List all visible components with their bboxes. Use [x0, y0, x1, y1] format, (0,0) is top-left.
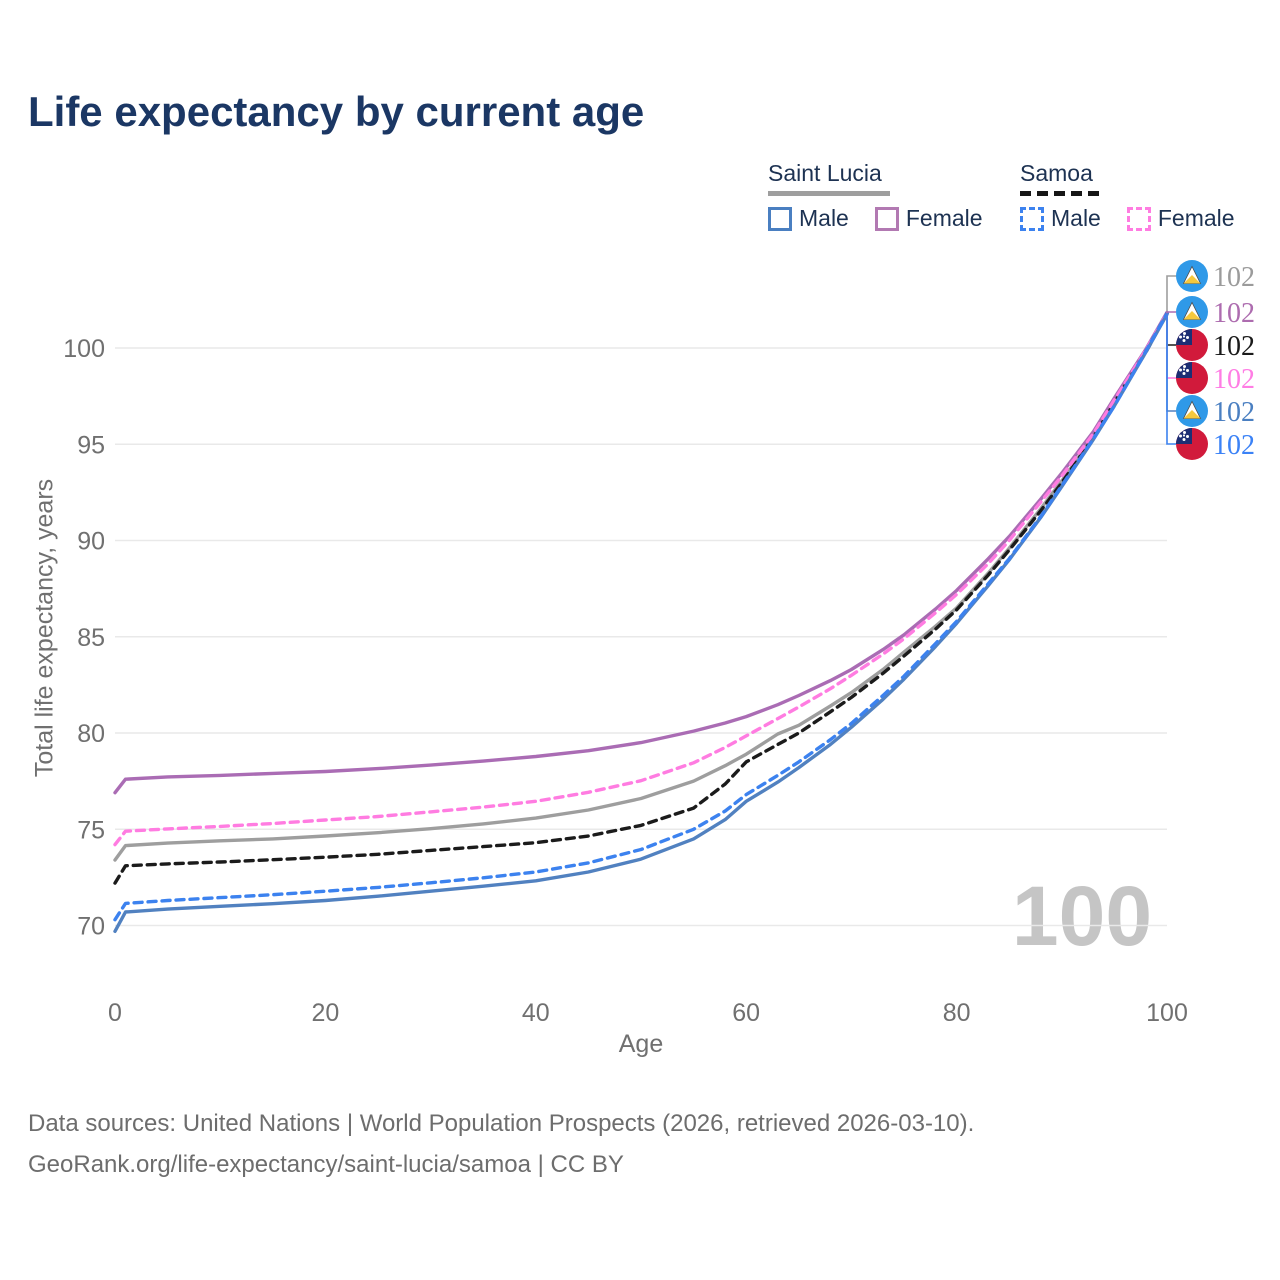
- saint-lucia-female-swatch-icon: [874, 206, 899, 231]
- samoa-flag-icon: [1176, 329, 1208, 361]
- svg-text:70: 70: [77, 913, 105, 941]
- leader-line-saint-lucia-female: [1166, 311, 1176, 314]
- svg-text:60: 60: [732, 999, 760, 1027]
- legend-label: Male: [799, 205, 849, 231]
- legend-item-samoa-female[interactable]: Female: [1126, 205, 1235, 232]
- saint-lucia-line-style-swatch: [768, 191, 890, 196]
- saint-lucia-flag-icon: [1176, 296, 1208, 328]
- end-value-saint-lucia-both: 102: [1213, 262, 1255, 293]
- line-saint-lucia-female[interactable]: [113, 310, 1169, 795]
- gridlines: [115, 347, 1167, 927]
- end-value-samoa-female: 102: [1213, 364, 1255, 395]
- end-value-samoa-male: 102: [1213, 430, 1255, 461]
- footer-source-link[interactable]: GeoRank.org/life-expectancy/saint-lucia/…: [28, 1151, 624, 1178]
- svg-text:80: 80: [943, 999, 971, 1027]
- leader-line-samoa-both: [1166, 313, 1176, 346]
- leader-line-samoa-male: [1166, 313, 1176, 445]
- svg-text:0: 0: [108, 999, 122, 1027]
- footer-data-sources: Data sources: United Nations | World Pop…: [28, 1110, 975, 1137]
- legend-country-saint-lucia[interactable]: Saint Lucia: [768, 160, 882, 186]
- legend-label: Female: [905, 205, 983, 231]
- end-labels: 102 102 102 102 102: [1166, 260, 1255, 461]
- samoa-male-swatch-icon: [1020, 206, 1044, 231]
- svg-text:90: 90: [77, 528, 105, 556]
- x-axis-tick-labels: 0 20 40 60 80 100: [108, 999, 1188, 1027]
- leader-line-saint-lucia-both: [1166, 275, 1176, 314]
- samoa-female-swatch-icon: [1126, 206, 1151, 231]
- line-saint-lucia-both[interactable]: [113, 311, 1169, 862]
- svg-text:80: 80: [77, 720, 105, 748]
- svg-text:75: 75: [77, 816, 105, 844]
- legend-country-samoa[interactable]: Samoa: [1020, 160, 1093, 186]
- legend-group-saint-lucia: Saint Lucia Male Female: [768, 160, 983, 232]
- samoa-line-style-swatch: [1020, 191, 1100, 196]
- legend-item-saint-lucia-male[interactable]: Male: [768, 205, 849, 232]
- legend-group-samoa: Samoa Male Female: [1020, 160, 1235, 232]
- y-axis-title: Total life expectancy, years: [30, 478, 59, 778]
- current-age-watermark: 100: [1012, 869, 1152, 963]
- svg-text:100: 100: [63, 335, 105, 363]
- svg-text:100: 100: [1146, 999, 1188, 1027]
- svg-text:40: 40: [522, 999, 550, 1027]
- legend-label: Male: [1051, 205, 1101, 231]
- legend-item-samoa-male[interactable]: Male: [1020, 205, 1101, 232]
- end-value-samoa-both: 102: [1213, 331, 1255, 362]
- legend-item-saint-lucia-female[interactable]: Female: [874, 205, 983, 232]
- leader-line-saint-lucia-male: [1166, 313, 1176, 412]
- y-axis-tick-labels: 70 75 80 85 90 95 100: [63, 335, 105, 941]
- svg-text:20: 20: [311, 999, 339, 1027]
- svg-text:95: 95: [77, 431, 105, 459]
- x-axis-title: Age: [618, 1030, 664, 1058]
- page-title: Life expectancy by current age: [28, 88, 645, 135]
- line-samoa-female[interactable]: [113, 311, 1169, 847]
- end-value-saint-lucia-male: 102: [1213, 397, 1255, 428]
- legend-label: Female: [1157, 205, 1235, 231]
- line-samoa-male[interactable]: [113, 311, 1169, 922]
- end-value-saint-lucia-female: 102: [1213, 298, 1255, 329]
- svg-text:85: 85: [77, 624, 105, 652]
- saint-lucia-flag-icon: [1176, 260, 1208, 292]
- line-samoa-both[interactable]: [113, 311, 1169, 885]
- samoa-flag-icon: [1176, 428, 1208, 460]
- saint-lucia-male-swatch-icon: [768, 206, 792, 231]
- series-lines: [113, 310, 1169, 933]
- samoa-flag-icon: [1176, 362, 1208, 394]
- saint-lucia-flag-icon: [1176, 395, 1208, 427]
